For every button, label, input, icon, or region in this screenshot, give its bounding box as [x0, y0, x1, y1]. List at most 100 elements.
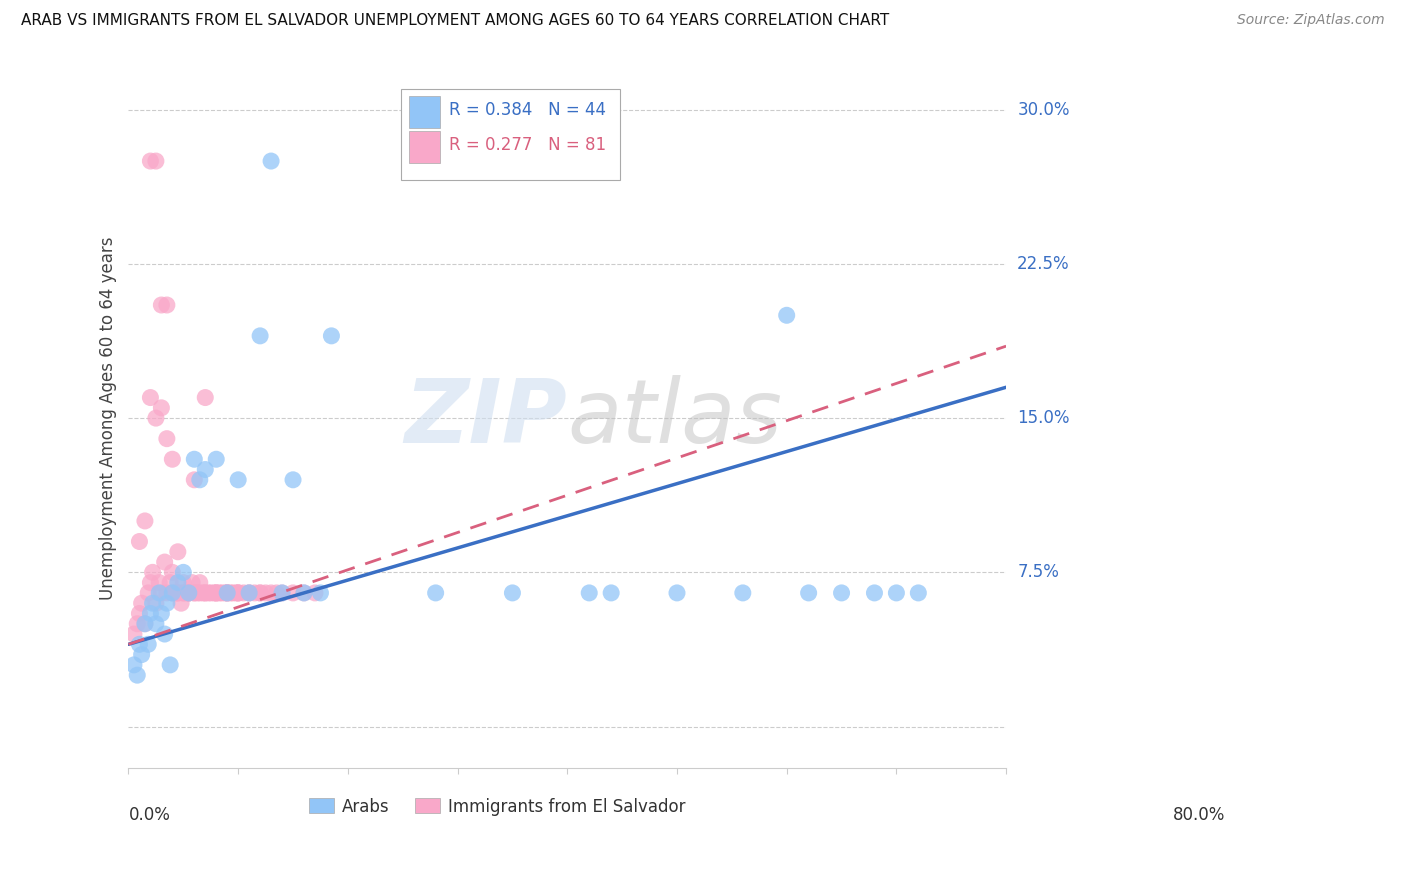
Point — [145, 411, 167, 425]
Point — [194, 586, 217, 600]
Point — [183, 586, 205, 600]
Point — [194, 462, 217, 476]
Point — [165, 586, 187, 600]
Point — [281, 473, 304, 487]
Point — [260, 154, 283, 169]
Point — [217, 586, 239, 600]
Point — [136, 586, 159, 600]
Point — [205, 586, 228, 600]
Point — [731, 586, 754, 600]
Text: R = 0.277   N = 81: R = 0.277 N = 81 — [449, 136, 606, 154]
Point — [139, 391, 162, 405]
Point — [205, 452, 228, 467]
Text: Source: ZipAtlas.com: Source: ZipAtlas.com — [1237, 13, 1385, 28]
Point — [172, 586, 194, 600]
Point — [200, 586, 222, 600]
Point — [148, 586, 170, 600]
Text: 15.0%: 15.0% — [1017, 409, 1070, 427]
Point — [150, 401, 173, 415]
Point — [128, 637, 150, 651]
Point — [187, 586, 209, 600]
Point — [156, 596, 179, 610]
Point — [181, 575, 204, 590]
Point — [194, 391, 217, 405]
Text: atlas: atlas — [567, 376, 782, 461]
Point — [260, 586, 283, 600]
Text: ZIP: ZIP — [405, 375, 567, 462]
Point — [831, 586, 853, 600]
Point — [128, 607, 150, 621]
Point — [139, 607, 162, 621]
Bar — [409, 131, 440, 163]
Point — [219, 586, 242, 600]
Point — [205, 586, 228, 600]
Point — [232, 586, 254, 600]
Point — [188, 473, 211, 487]
Point — [321, 329, 343, 343]
Point — [159, 657, 181, 672]
Point — [128, 534, 150, 549]
Point — [292, 586, 315, 600]
Point — [150, 586, 173, 600]
Point — [188, 586, 211, 600]
Point — [162, 586, 184, 600]
Text: 80.0%: 80.0% — [1173, 806, 1226, 824]
Point — [217, 586, 239, 600]
Point — [127, 668, 149, 682]
Point — [122, 657, 145, 672]
Text: R = 0.384   N = 44: R = 0.384 N = 44 — [449, 102, 606, 120]
Point — [907, 586, 929, 600]
Point — [238, 586, 260, 600]
Point — [166, 586, 188, 600]
Point — [183, 586, 205, 600]
Point — [139, 575, 162, 590]
Point — [225, 586, 247, 600]
Point — [886, 586, 908, 600]
Point — [162, 566, 184, 580]
Point — [134, 514, 156, 528]
Point — [501, 586, 523, 600]
Point — [131, 648, 153, 662]
Point — [214, 586, 236, 600]
Point — [238, 586, 260, 600]
Point — [221, 586, 243, 600]
Point — [425, 586, 447, 600]
Point — [249, 586, 271, 600]
Point — [776, 308, 799, 322]
Point — [188, 575, 211, 590]
Legend: Arabs, Immigrants from El Salvador: Arabs, Immigrants from El Salvador — [302, 791, 692, 822]
Point — [797, 586, 820, 600]
Point — [292, 586, 315, 600]
Point — [271, 586, 294, 600]
Point — [156, 586, 179, 600]
Point — [183, 452, 205, 467]
Text: 7.5%: 7.5% — [1017, 564, 1059, 582]
Point — [202, 586, 225, 600]
Point — [266, 586, 288, 600]
Point — [217, 586, 239, 600]
Point — [131, 596, 153, 610]
Point — [156, 298, 179, 312]
Bar — [409, 96, 440, 128]
Point — [136, 637, 159, 651]
Text: ARAB VS IMMIGRANTS FROM EL SALVADOR UNEMPLOYMENT AMONG AGES 60 TO 64 YEARS CORRE: ARAB VS IMMIGRANTS FROM EL SALVADOR UNEM… — [21, 13, 890, 29]
Point — [142, 596, 165, 610]
Point — [177, 586, 200, 600]
Point — [156, 432, 179, 446]
Point — [666, 586, 689, 600]
Point — [304, 586, 326, 600]
Point — [226, 586, 249, 600]
Point — [134, 616, 156, 631]
Point — [254, 586, 277, 600]
Point — [205, 586, 228, 600]
Point — [142, 566, 165, 580]
Point — [249, 329, 271, 343]
Point — [183, 473, 205, 487]
Point — [177, 586, 200, 600]
Point — [162, 586, 184, 600]
Point — [162, 452, 184, 467]
Point — [122, 627, 145, 641]
Point — [197, 586, 219, 600]
Text: 0.0%: 0.0% — [128, 806, 170, 824]
Point — [177, 586, 200, 600]
